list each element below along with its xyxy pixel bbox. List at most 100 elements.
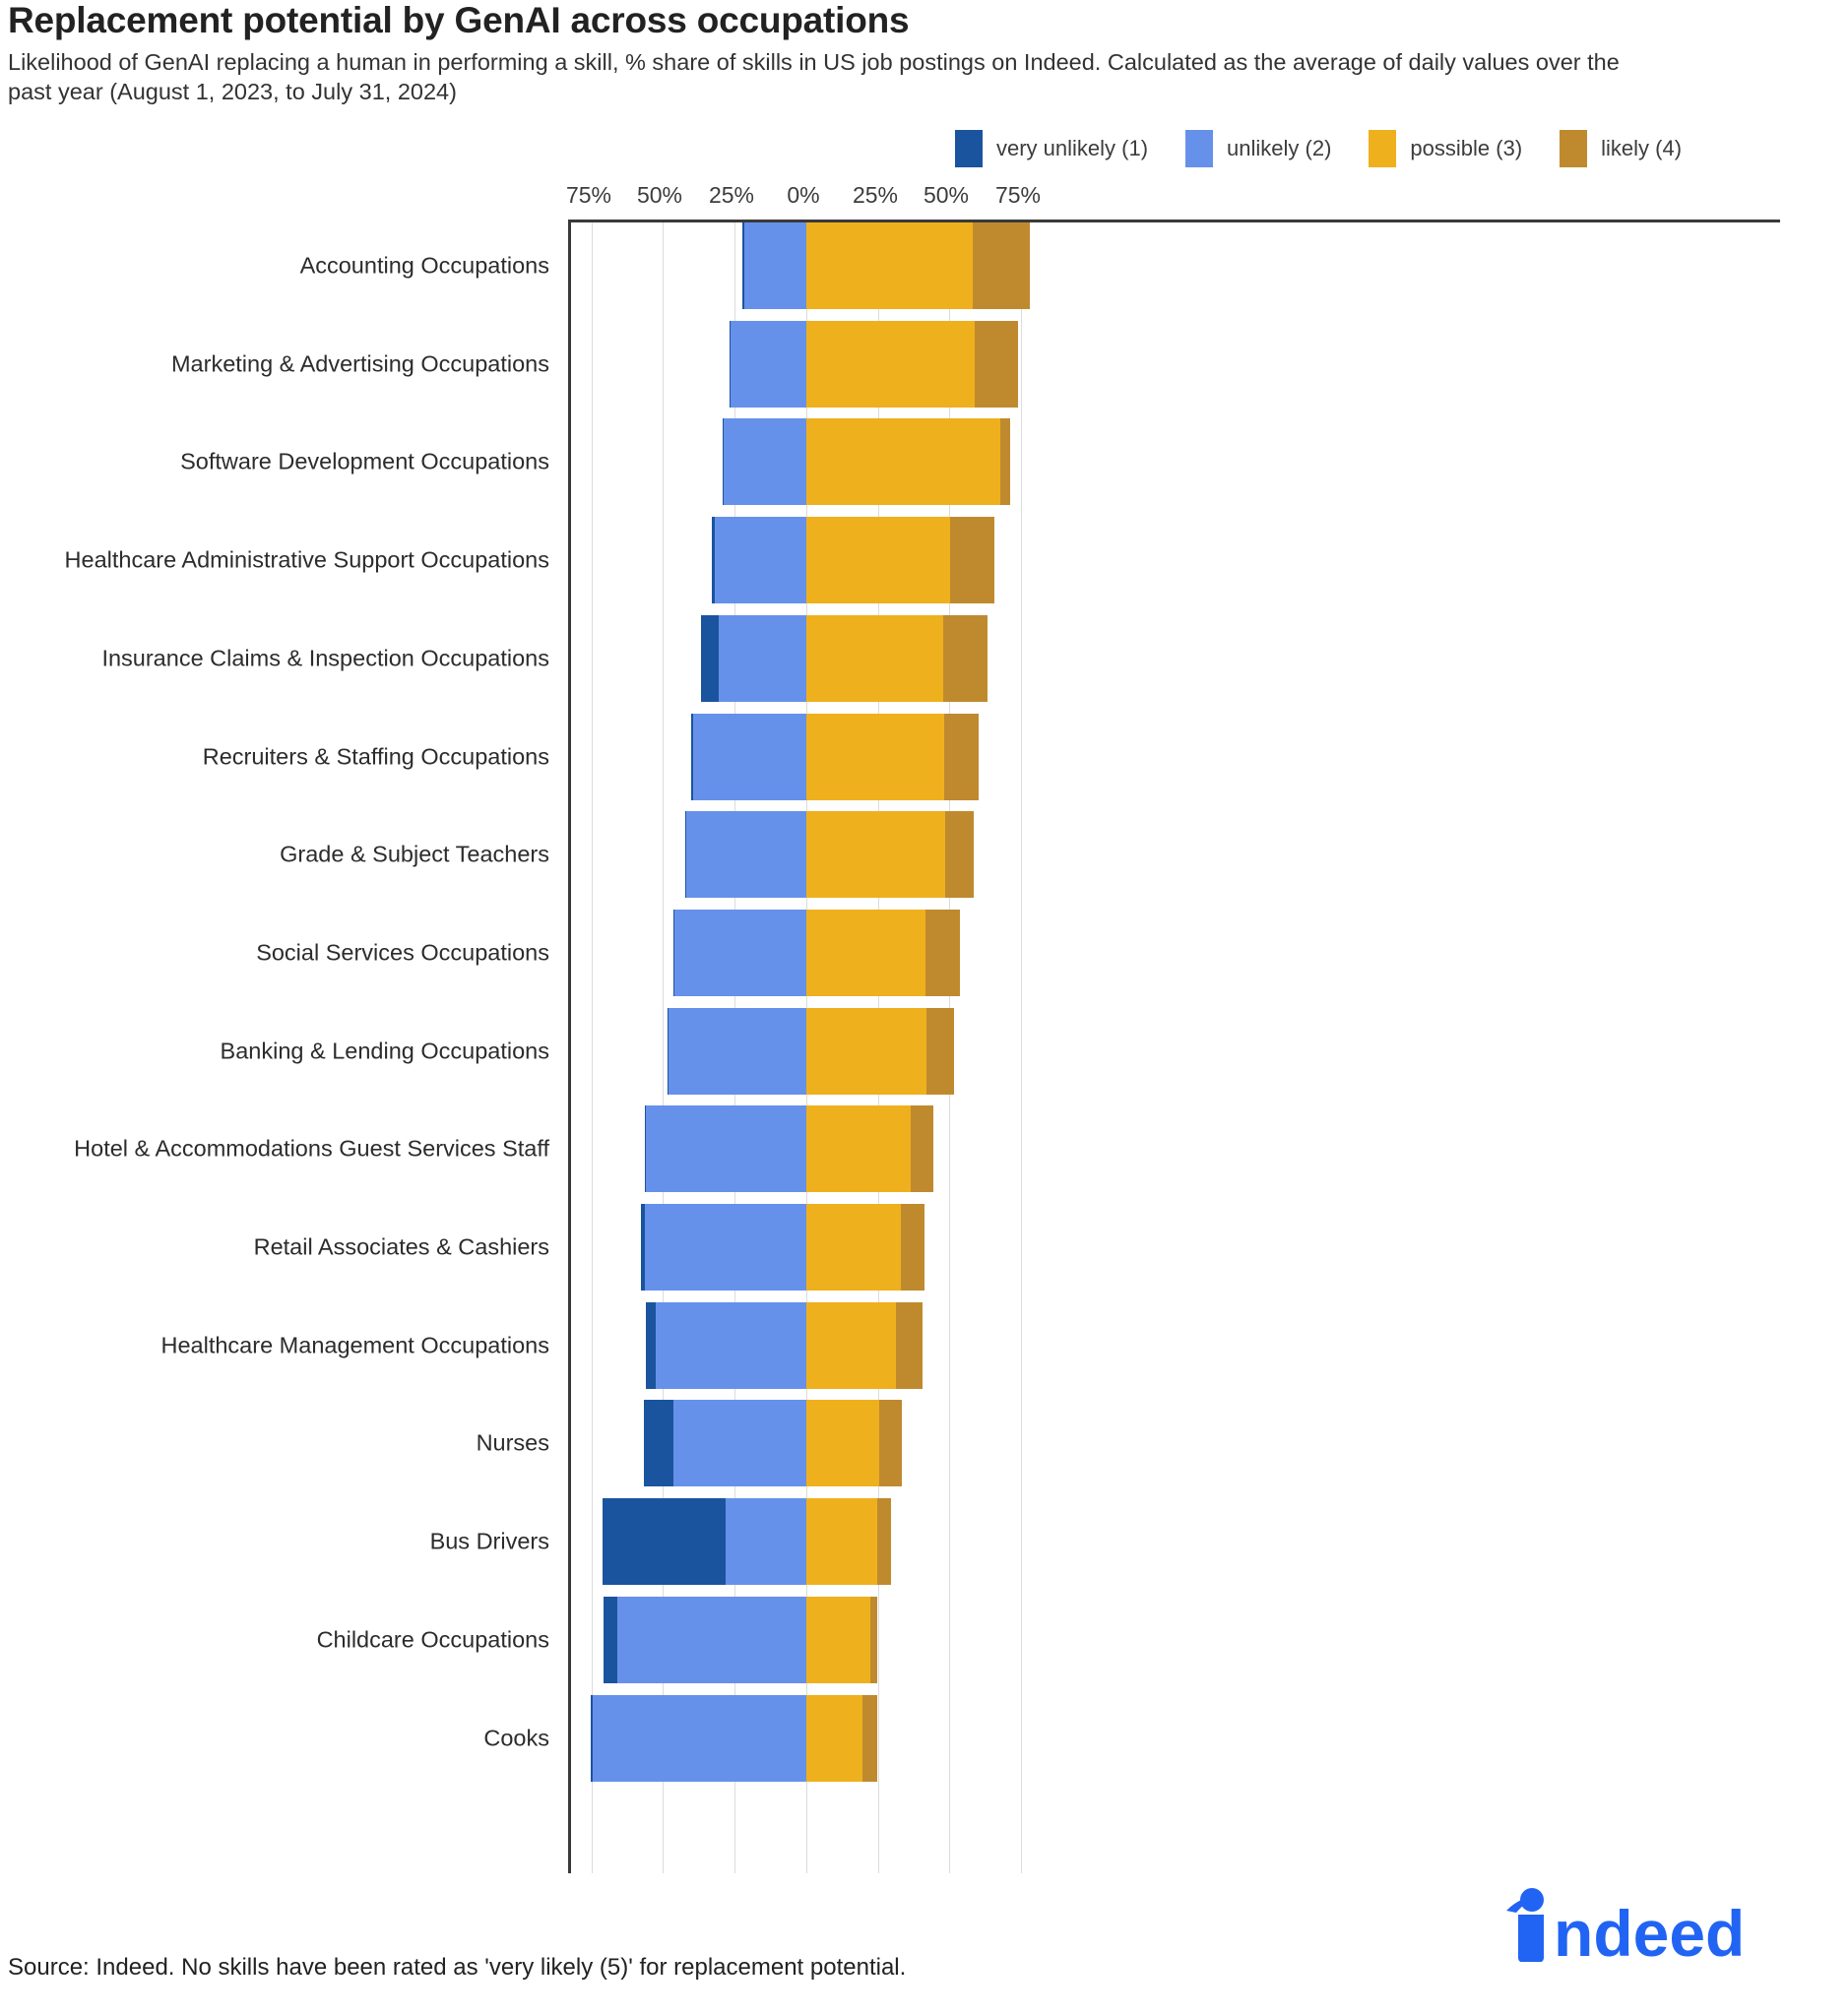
bar-segment-possible[interactable] — [806, 418, 1000, 506]
bar-segment-possible[interactable] — [806, 614, 943, 702]
bar-segment-likely[interactable] — [949, 517, 994, 604]
category-label: Software Development Occupations — [180, 448, 549, 474]
legend-item[interactable]: very unlikely (1) — [955, 130, 1148, 167]
bar-segment-unlikely[interactable] — [692, 713, 806, 800]
bar-segment-very-unlikely[interactable] — [712, 517, 715, 604]
bar-row: Healthcare Management Occupations — [161, 1301, 1780, 1389]
bar-segment-unlikely[interactable] — [593, 1694, 806, 1782]
bar-segment-very-unlikely[interactable] — [668, 1007, 669, 1095]
bar-row: Accounting Occupations — [300, 222, 1780, 309]
bar-segment-very-unlikely[interactable] — [604, 1596, 617, 1683]
bar-row: Retail Associates & Cashiers — [254, 1204, 1780, 1291]
bar-segment-unlikely[interactable] — [646, 1105, 806, 1193]
bar-segment-very-unlikely[interactable] — [645, 1301, 656, 1389]
bar-row: Insurance Claims & Inspection Occupation… — [101, 614, 1780, 702]
bar-segment-very-unlikely[interactable] — [643, 1400, 673, 1487]
plot-area: Accounting Occupations Marketing & Advert… — [65, 220, 1780, 1873]
legend-item[interactable]: unlikely (2) — [1185, 130, 1331, 167]
bar-rows: Accounting Occupations Marketing & Advert… — [65, 222, 1780, 1873]
legend-item[interactable]: likely (4) — [1560, 130, 1682, 167]
bar-segment-unlikely[interactable] — [674, 909, 806, 996]
bar-segment-very-unlikely[interactable] — [673, 909, 675, 996]
bar-segment-likely[interactable] — [943, 713, 979, 800]
category-label: Healthcare Administrative Support Occupa… — [64, 546, 549, 573]
bar-segment-very-unlikely[interactable] — [591, 1694, 594, 1782]
legend-swatch-icon — [955, 130, 983, 167]
category-label: Retail Associates & Cashiers — [253, 1233, 549, 1260]
bar-segment-likely[interactable] — [910, 1105, 933, 1193]
bar-segment-very-unlikely[interactable] — [741, 222, 745, 309]
bar-segment-very-unlikely[interactable] — [603, 1498, 727, 1586]
bar-segment-possible[interactable] — [806, 320, 975, 408]
bar-segment-likely[interactable] — [999, 418, 1010, 506]
bar-segment-possible[interactable] — [806, 1694, 863, 1782]
bar-segment-possible[interactable] — [806, 811, 945, 899]
bar-segment-unlikely[interactable] — [714, 517, 806, 604]
bar-segment-possible[interactable] — [806, 1596, 871, 1683]
x-axis-tick-label: 0% — [787, 182, 820, 208]
bar-segment-possible[interactable] — [806, 1105, 911, 1193]
bar-segment-possible[interactable] — [806, 1498, 877, 1586]
category-label: Nurses — [476, 1429, 549, 1456]
category-label: Social Services Occupations — [256, 939, 549, 966]
x-axis-tick-label: 50% — [923, 182, 970, 208]
gridline — [663, 222, 664, 1873]
bar-segment-likely[interactable] — [974, 320, 1018, 408]
bar-segment-very-unlikely[interactable] — [701, 614, 720, 702]
bar-segment-unlikely[interactable] — [672, 1400, 806, 1487]
category-label: Recruiters & Staffing Occupations — [202, 743, 549, 769]
bar-segment-likely[interactable] — [924, 909, 960, 996]
bar-segment-likely[interactable] — [944, 811, 974, 899]
category-label: Accounting Occupations — [299, 252, 549, 279]
bar-segment-likely[interactable] — [926, 1007, 954, 1095]
bar-segment-likely[interactable] — [878, 1400, 903, 1487]
bar-segment-possible[interactable] — [806, 713, 944, 800]
bar-segment-unlikely[interactable] — [723, 418, 806, 506]
bar-segment-unlikely[interactable] — [686, 811, 806, 899]
category-label: Hotel & Accommodations Guest Services St… — [74, 1135, 549, 1162]
category-label: Marketing & Advertising Occupations — [170, 350, 549, 377]
bar-row: Banking & Lending Occupations — [221, 1007, 1780, 1095]
legend-swatch-icon — [1185, 130, 1214, 167]
bar-segment-likely[interactable] — [972, 222, 1030, 309]
bar-segment-possible[interactable] — [806, 909, 925, 996]
x-axis-tick-label: 25% — [708, 182, 755, 208]
bar-segment-possible[interactable] — [806, 1204, 901, 1291]
bar-segment-very-unlikely[interactable] — [723, 418, 724, 506]
bar-segment-possible[interactable] — [806, 222, 973, 309]
bar-segment-likely[interactable] — [942, 614, 988, 702]
x-axis-tick-label: 75% — [565, 182, 612, 208]
bar-row: Healthcare Administrative Support Occupa… — [65, 517, 1780, 604]
bar-segment-very-unlikely[interactable] — [640, 1204, 646, 1291]
legend-item[interactable]: possible (3) — [1369, 130, 1522, 167]
x-axis-tick-label: 50% — [636, 182, 683, 208]
bar-segment-unlikely[interactable] — [669, 1007, 806, 1095]
bar-segment-unlikely[interactable] — [655, 1301, 806, 1389]
bar-segment-unlikely[interactable] — [731, 320, 806, 408]
bar-segment-unlikely[interactable] — [744, 222, 806, 309]
bar-row: Marketing & Advertising Occupations — [171, 320, 1780, 408]
bar-segment-likely[interactable] — [900, 1204, 925, 1291]
bar-segment-likely[interactable] — [895, 1301, 923, 1389]
bar-segment-possible[interactable] — [806, 1400, 879, 1487]
bar-segment-very-unlikely[interactable] — [685, 811, 687, 899]
x-axis-tick-labels: 75% 50% 25% 0% 25% 50% 75% — [0, 182, 1848, 216]
bar-segment-unlikely[interactable] — [719, 614, 806, 702]
bar-segment-very-unlikely[interactable] — [645, 1105, 647, 1193]
bar-segment-unlikely[interactable] — [616, 1596, 806, 1683]
legend-label: likely (4) — [1601, 136, 1683, 160]
svg-text:ndeed: ndeed — [1554, 1897, 1745, 1962]
bar-segment-likely[interactable] — [876, 1498, 891, 1586]
gridline — [1021, 222, 1022, 1873]
bar-segment-unlikely[interactable] — [726, 1498, 806, 1586]
bar-row: Cooks — [483, 1694, 1780, 1782]
bar-segment-unlikely[interactable] — [645, 1204, 806, 1291]
bar-segment-possible[interactable] — [806, 517, 950, 604]
bar-segment-likely[interactable] — [862, 1694, 878, 1782]
bar-segment-very-unlikely[interactable] — [730, 320, 732, 408]
category-label: Bus Drivers — [429, 1528, 549, 1554]
bar-segment-very-unlikely[interactable] — [691, 713, 693, 800]
bar-segment-possible[interactable] — [806, 1301, 896, 1389]
bar-segment-likely[interactable] — [870, 1596, 878, 1683]
bar-segment-possible[interactable] — [806, 1007, 927, 1095]
